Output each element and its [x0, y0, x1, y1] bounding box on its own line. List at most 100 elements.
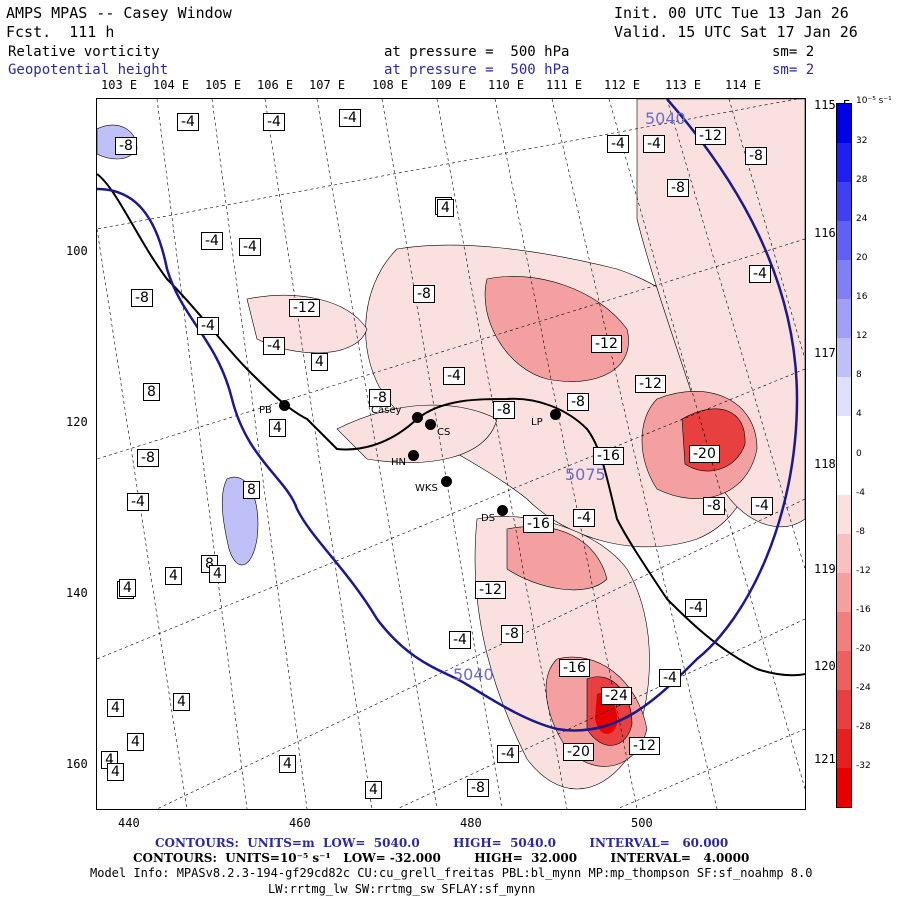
contour-label: 4 — [127, 733, 144, 751]
colorbar-label: 8 — [856, 370, 862, 381]
contour-label: -4 — [127, 493, 149, 511]
colorbar-label: 28 — [856, 175, 868, 186]
lon-label-106: 106 E — [257, 78, 294, 92]
contour-label: -4 — [573, 509, 595, 527]
colorbar-label: 24 — [856, 214, 868, 225]
lon-label-103: 103 E — [101, 78, 138, 92]
colorbar-segment — [837, 533, 851, 574]
y-tick-label: 100 — [66, 244, 88, 258]
contour-label: -4 — [643, 135, 665, 153]
forecast-hour: Fcst. 111 h — [6, 23, 115, 41]
colorbar-label: 4 — [856, 409, 862, 420]
contour-label: -24 — [601, 687, 632, 705]
contour-label: -12 — [289, 299, 320, 317]
contour-label: -4 — [607, 135, 629, 153]
coastline — [97, 173, 805, 677]
colorbar-unit: 10⁻⁵ s⁻¹ — [856, 96, 892, 106]
colorbar-label: -8 — [856, 526, 865, 537]
contour-label: -20 — [563, 743, 594, 761]
contour-label: 4 — [437, 199, 454, 217]
station-label: LP — [531, 417, 543, 428]
colorbar-segment — [837, 299, 851, 339]
contour-label: -20 — [689, 445, 720, 463]
contour-label: -4 — [443, 367, 465, 385]
station-dot — [497, 505, 508, 516]
contour-label: 4 — [165, 567, 182, 585]
contour-label: -4 — [177, 113, 199, 131]
lon-label-105: 105 E — [205, 78, 242, 92]
contour-label: -12 — [629, 737, 660, 755]
colorbar-segment — [837, 650, 851, 691]
contours-height-info: CONTOURS: UNITS=m LOW= 5040.0 HIGH= 5040… — [155, 836, 729, 850]
geopotential-label: 5040 — [453, 665, 494, 684]
station-dot — [279, 400, 290, 411]
colorbar-segment — [837, 221, 851, 261]
colorbar-segment — [837, 572, 851, 613]
station-label: CS — [437, 427, 451, 438]
contour-label: 4 — [119, 579, 136, 597]
x-tick-label: 460 — [289, 816, 311, 830]
contour-label: -8 — [137, 449, 159, 467]
contour-label: -8 — [501, 625, 523, 643]
contour-label: -4 — [749, 265, 771, 283]
station-dot — [550, 409, 561, 420]
x-tick-label: 500 — [631, 816, 653, 830]
field1-name: Relative vorticity — [8, 44, 160, 60]
contour-label: -4 — [497, 745, 519, 763]
contour-label: -4 — [197, 317, 219, 335]
contour-label: -16 — [559, 659, 590, 677]
lon-label-109: 109 E — [430, 78, 467, 92]
colorbar-segment — [837, 104, 851, 144]
colorbar-segment — [837, 416, 851, 456]
contours-vorticity-info: CONTOURS: UNITS=10⁻⁵ s⁻¹ LOW= -32.000 HI… — [133, 851, 750, 865]
station-label: DS — [481, 513, 496, 524]
x-tick-label: 440 — [118, 816, 140, 830]
colorbar-segment — [837, 338, 851, 378]
colorbar-label: 0 — [856, 448, 862, 459]
contour-label: -8 — [667, 179, 689, 197]
contour-label: 4 — [365, 781, 382, 799]
colorbar-label: -12 — [856, 565, 871, 576]
colorbar-label: 32 — [856, 136, 868, 147]
contour-label: 4 — [107, 763, 124, 781]
contour-label: -4 — [751, 497, 773, 515]
field1-pressure: at pressure = 500 hPa — [384, 44, 570, 60]
contour-label: 4 — [173, 693, 190, 711]
y-tick-label: 140 — [66, 586, 88, 600]
contour-label: -12 — [475, 581, 506, 599]
contour-label: -8 — [567, 393, 589, 411]
station-dot — [425, 419, 436, 430]
colorbar-segment — [837, 689, 851, 730]
colorbar-segment — [837, 182, 851, 222]
contour-label: -8 — [131, 289, 153, 307]
colorbar-label: 20 — [856, 253, 868, 264]
field2-smoothing: sm= 2 — [772, 62, 815, 78]
contour-label: -4 — [239, 238, 261, 256]
geopotential-contour-5040 — [97, 99, 799, 732]
contour-label: -8 — [369, 389, 391, 407]
contour-label: 4 — [107, 699, 124, 717]
colorbar-label: 12 — [856, 331, 868, 342]
y-tick-label: 160 — [66, 757, 88, 771]
contour-label: -4 — [685, 599, 707, 617]
lon-label-113: 113 E — [665, 78, 702, 92]
contour-label: 8 — [243, 481, 260, 499]
contour-label: 4 — [209, 565, 226, 583]
geopotential-label: 5040 — [645, 109, 686, 128]
lon-label-111: 111 E — [546, 78, 583, 92]
station-label: HN — [391, 457, 406, 468]
colorbar-segment — [837, 377, 851, 417]
colorbar-segment — [837, 494, 851, 535]
model-info: Model Info: MPASv8.2.3-194-gf29cd82c CU:… — [90, 866, 813, 880]
colorbar-segment — [837, 455, 851, 496]
x-tick-label: 480 — [460, 816, 482, 830]
contour-label: -4 — [339, 109, 361, 127]
colorbar-label: -32 — [856, 760, 871, 771]
contour-label: -16 — [593, 447, 624, 465]
contour-label: 4 — [269, 419, 286, 437]
field2-pressure: at pressure = 500 hPa — [384, 62, 570, 78]
colorbar-segment — [837, 611, 851, 652]
colorbar-label: -20 — [856, 643, 871, 654]
contour-label: -12 — [695, 127, 726, 145]
contour-label: -8 — [467, 779, 489, 797]
